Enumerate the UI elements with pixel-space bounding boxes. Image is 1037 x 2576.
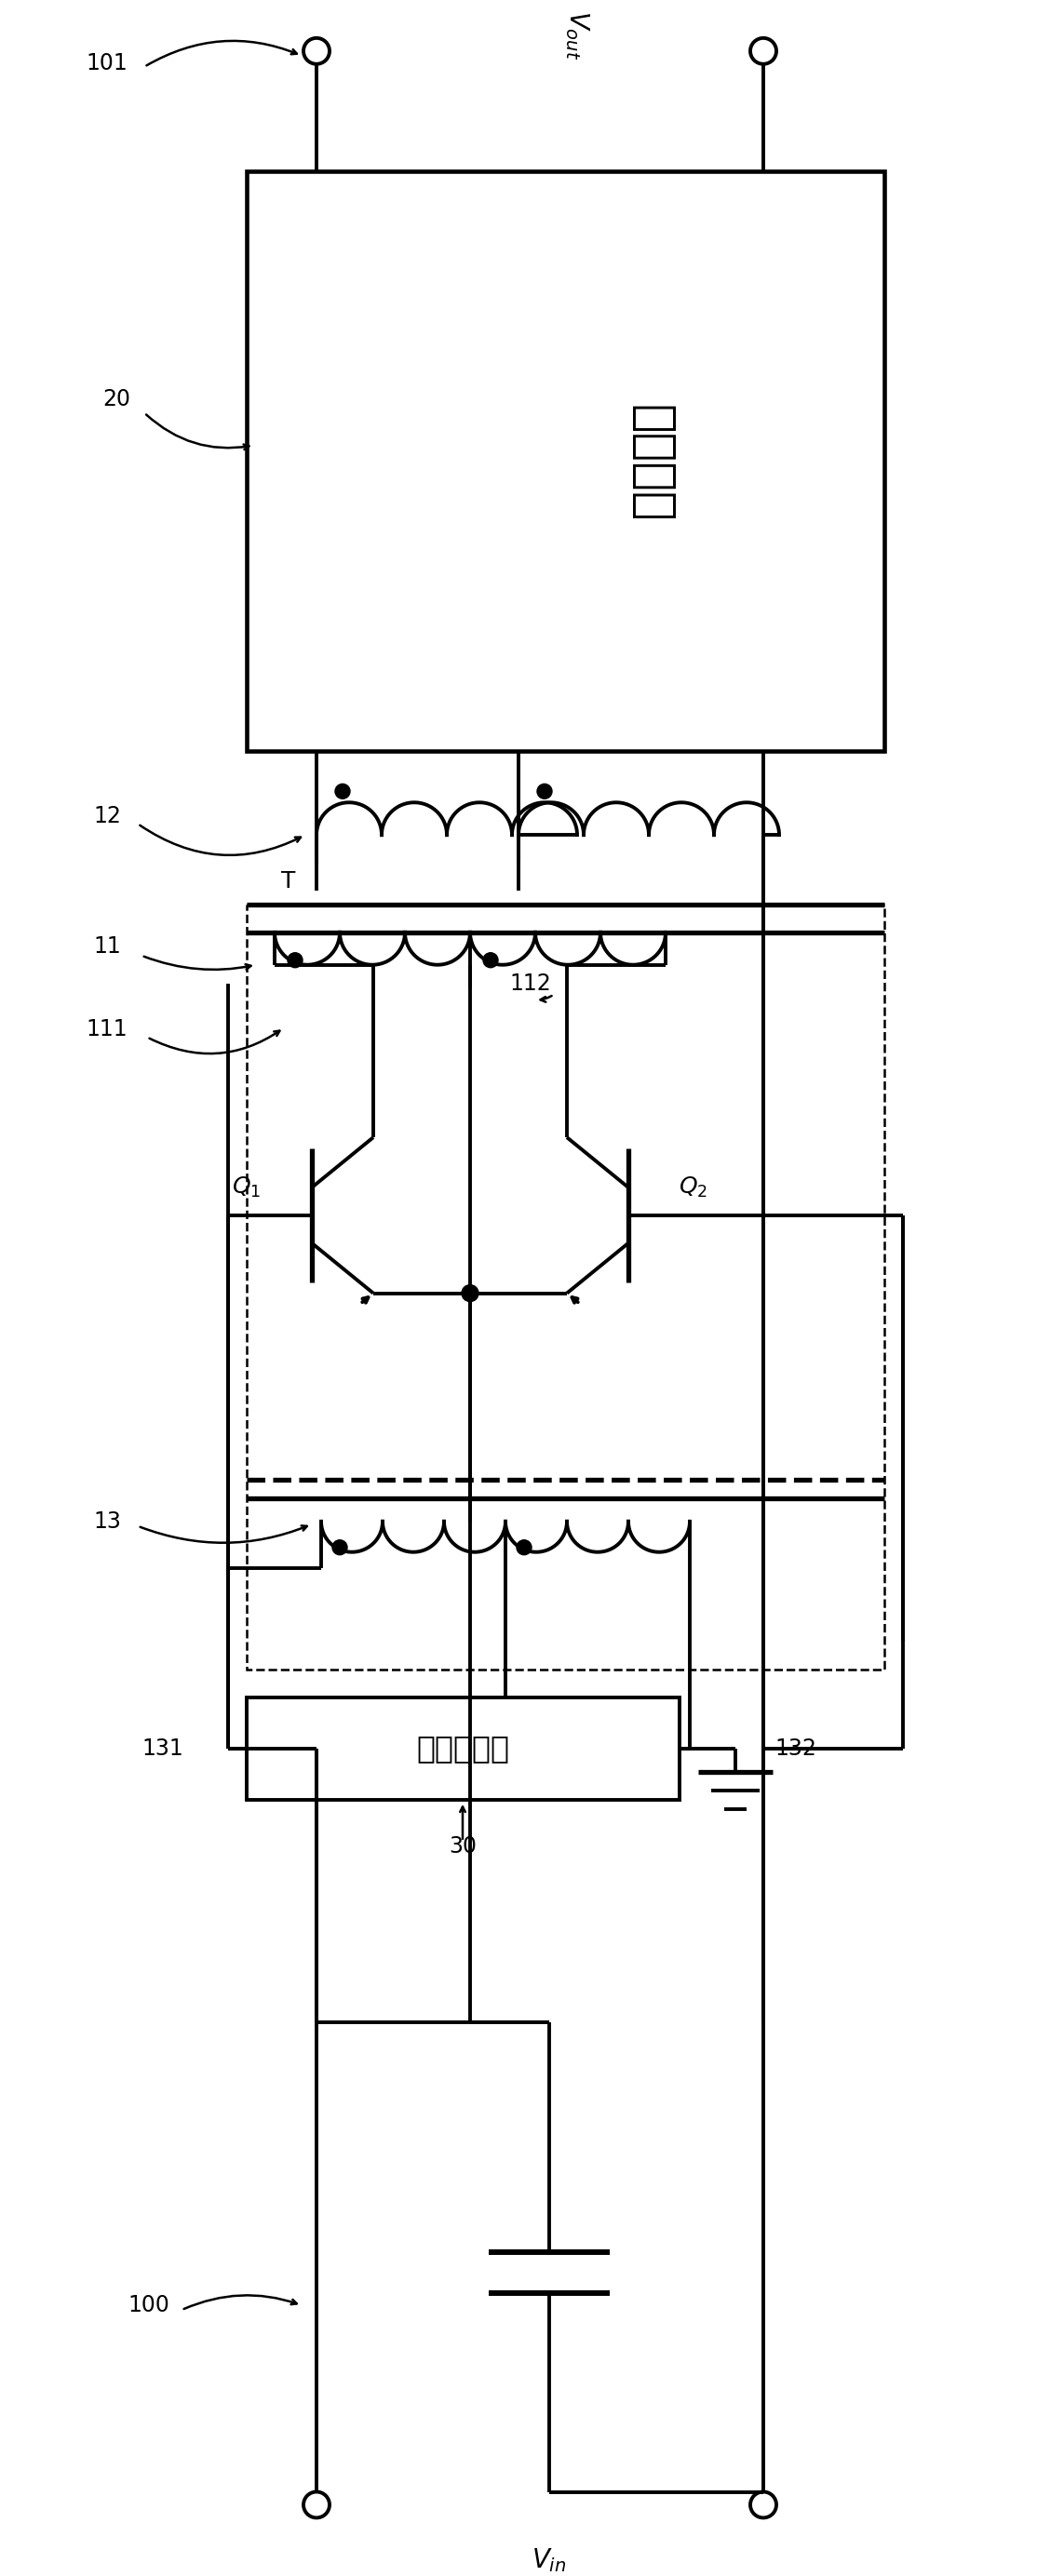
Text: $Q_1$: $Q_1$	[232, 1175, 261, 1200]
Circle shape	[537, 783, 552, 799]
Text: T: T	[281, 871, 296, 891]
Text: $V_{in}$: $V_{in}$	[532, 2548, 566, 2573]
Text: 输出电路: 输出电路	[627, 404, 676, 523]
Bar	[247, 904, 885, 1669]
Text: 驱动控制器: 驱动控制器	[417, 1734, 509, 1765]
Circle shape	[483, 953, 498, 969]
Text: 11: 11	[93, 935, 121, 958]
Text: 12: 12	[93, 806, 121, 827]
Text: 111: 111	[86, 1018, 128, 1041]
Text: 132: 132	[775, 1739, 817, 1759]
Text: 30: 30	[449, 1834, 477, 1857]
Circle shape	[461, 1285, 478, 1301]
Circle shape	[335, 783, 351, 799]
Text: 112: 112	[510, 971, 552, 994]
Circle shape	[287, 953, 303, 969]
Text: 100: 100	[128, 2295, 170, 2316]
Text: 20: 20	[103, 389, 131, 410]
Text: $V_{out}$: $V_{out}$	[563, 10, 591, 59]
Bar	[247, 1698, 679, 1801]
Text: 131: 131	[142, 1739, 184, 1759]
Circle shape	[332, 1540, 347, 1556]
Circle shape	[516, 1540, 532, 1556]
Text: 13: 13	[93, 1510, 121, 1533]
Bar	[247, 173, 885, 752]
Text: 101: 101	[86, 52, 128, 75]
Text: $Q_2$: $Q_2$	[679, 1175, 708, 1200]
